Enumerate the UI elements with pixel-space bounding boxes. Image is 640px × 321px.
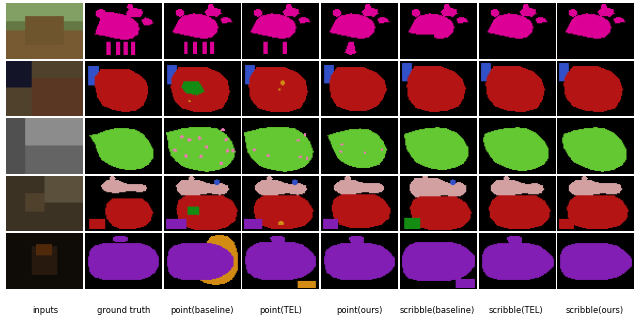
Text: ground truth: ground truth bbox=[97, 306, 150, 315]
Text: point(TEL): point(TEL) bbox=[259, 306, 302, 315]
Text: point(ours): point(ours) bbox=[336, 306, 382, 315]
Text: scribble(ours): scribble(ours) bbox=[565, 306, 623, 315]
Text: point(baseline): point(baseline) bbox=[171, 306, 234, 315]
Text: inputs: inputs bbox=[33, 306, 59, 315]
Text: scribble(baseline): scribble(baseline) bbox=[400, 306, 476, 315]
Text: scribble(TEL): scribble(TEL) bbox=[489, 306, 543, 315]
